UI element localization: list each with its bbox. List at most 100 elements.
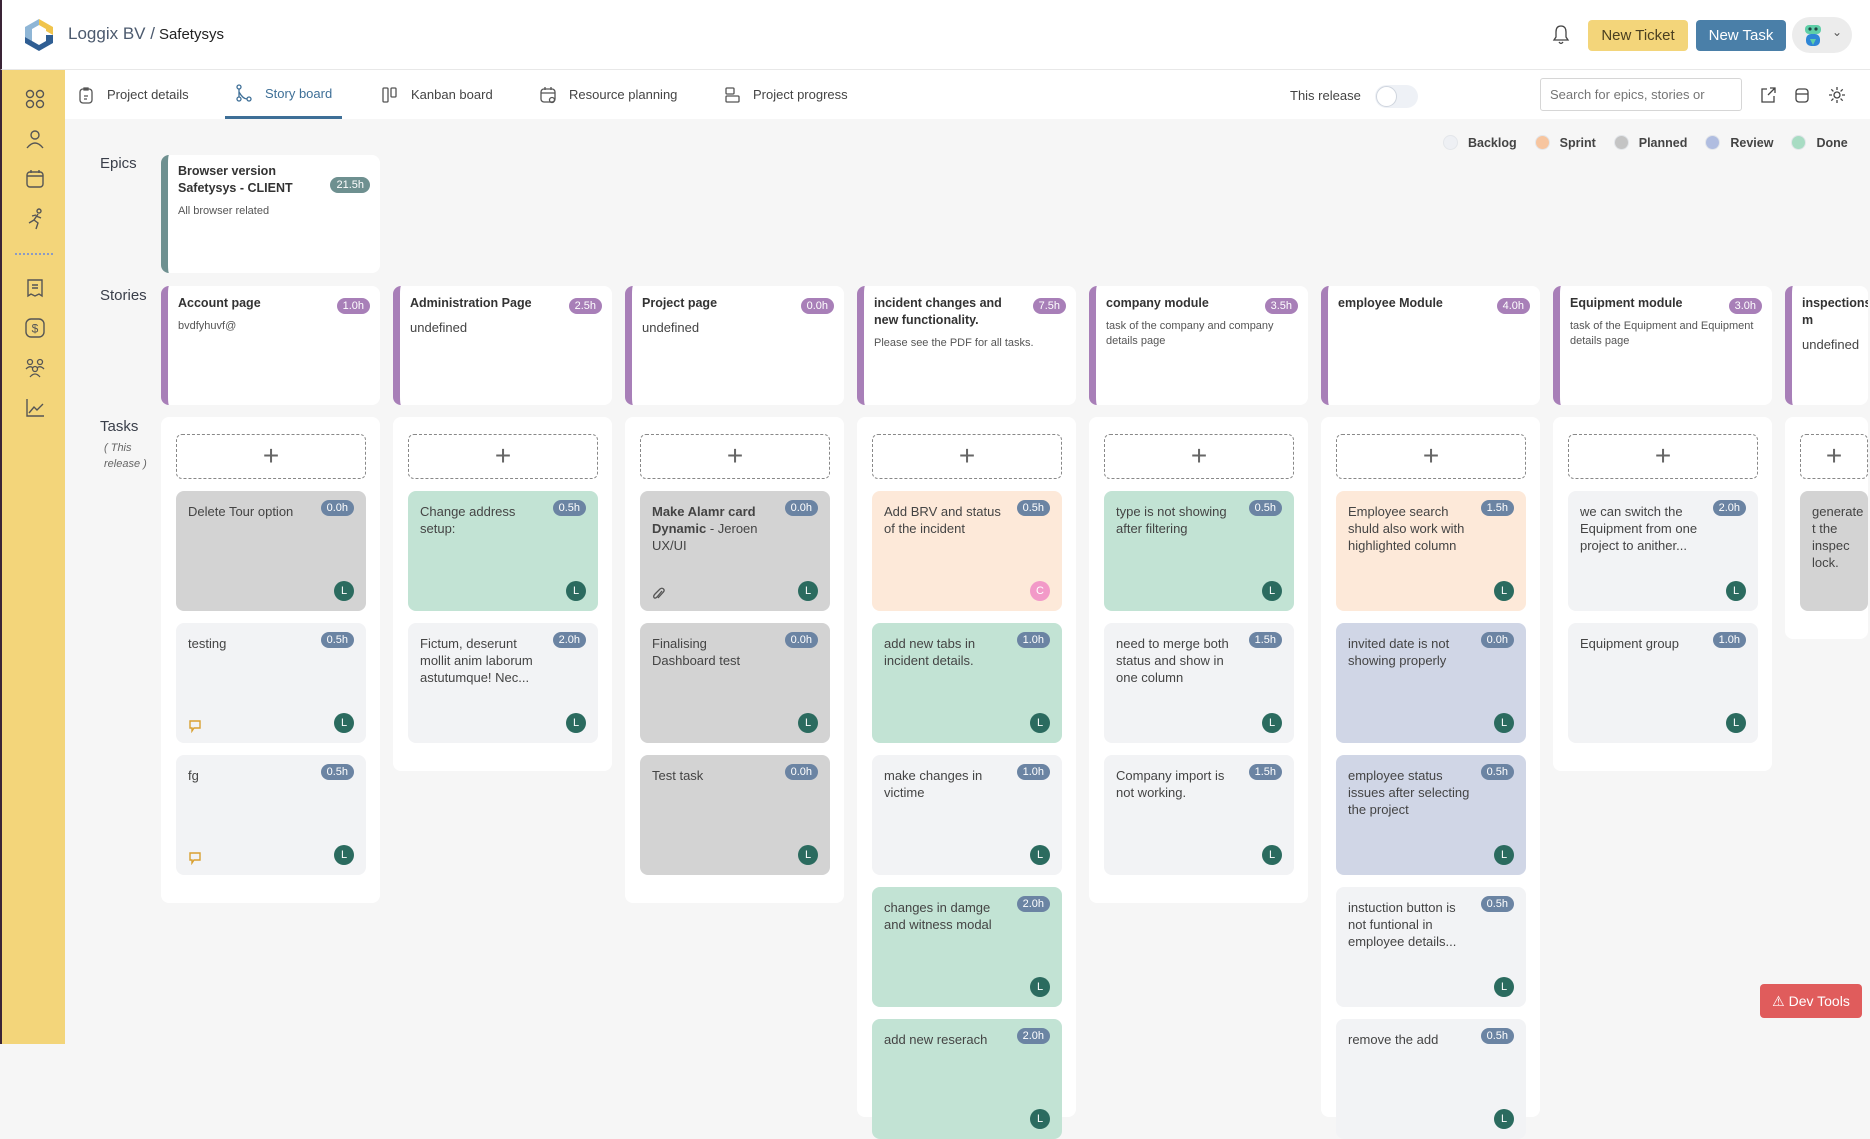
task-card[interactable]: Add BRV and status of the incident 0.5h C bbox=[872, 491, 1062, 611]
assignee-avatar[interactable]: L bbox=[1262, 845, 1282, 865]
story-description: bvdfyhuvf@ bbox=[178, 320, 237, 332]
story-card[interactable]: employee Module 4.0h bbox=[1321, 286, 1540, 405]
calendar-icon[interactable] bbox=[24, 168, 46, 190]
task-card[interactable]: Equipment group 1.0h L bbox=[1568, 623, 1758, 743]
tab-story-board[interactable]: Story board bbox=[225, 70, 343, 119]
assignee-avatar[interactable]: L bbox=[1494, 845, 1514, 865]
task-card[interactable]: Test task 0.0h L bbox=[640, 755, 830, 875]
assignee-avatar[interactable]: C bbox=[1030, 581, 1050, 601]
task-card[interactable]: fg 0.5h L bbox=[176, 755, 366, 875]
story-card[interactable]: Project page undefined 0.0h bbox=[625, 286, 844, 405]
task-card[interactable]: Employee search shuld also work with hig… bbox=[1336, 491, 1526, 611]
add-task-button[interactable]: + bbox=[872, 434, 1062, 479]
add-task-button[interactable]: + bbox=[408, 434, 598, 479]
assignee-avatar[interactable]: L bbox=[1030, 713, 1050, 733]
team-icon[interactable] bbox=[24, 357, 46, 379]
story-card[interactable]: Account page bvdfyhuvf@ 1.0h bbox=[161, 286, 380, 405]
user-menu[interactable]: ⌄ bbox=[1792, 17, 1852, 53]
story-title: inspections m bbox=[1802, 296, 1868, 327]
story-title: Administration Page bbox=[410, 296, 532, 310]
task-card[interactable]: add new tabs in incident details. 1.0h L bbox=[872, 623, 1062, 743]
task-column: + Add BRV and status of the incident 0.5h C… bbox=[857, 417, 1076, 1139]
assignee-avatar[interactable]: L bbox=[1726, 713, 1746, 733]
add-task-button[interactable]: + bbox=[1104, 434, 1294, 479]
task-card[interactable]: add new reserach 2.0h L bbox=[872, 1019, 1062, 1139]
story-card[interactable]: inspections m undefined bbox=[1785, 286, 1868, 405]
assignee-avatar[interactable]: L bbox=[1262, 581, 1282, 601]
assignee-avatar[interactable]: L bbox=[1262, 713, 1282, 733]
comment-icon[interactable] bbox=[188, 851, 202, 865]
tab-project-progress[interactable]: Project progress bbox=[723, 70, 848, 119]
dev-tools-button[interactable]: ⚠ Dev Tools bbox=[1760, 984, 1862, 1018]
add-task-button[interactable]: + bbox=[176, 434, 366, 479]
task-card[interactable]: we can switch the Equipment from one pro… bbox=[1568, 491, 1758, 611]
tab-label: Resource planning bbox=[569, 87, 678, 102]
assignee-avatar[interactable]: L bbox=[1494, 977, 1514, 997]
dashboard-icon[interactable] bbox=[24, 88, 46, 110]
assignee-avatar[interactable]: L bbox=[1494, 713, 1514, 733]
add-task-button[interactable]: + bbox=[1568, 434, 1758, 479]
task-card[interactable]: Change address setup: 0.5h L bbox=[408, 491, 598, 611]
task-card[interactable]: need to merge both status and show in on… bbox=[1104, 623, 1294, 743]
story-card[interactable]: company module task of the company and co… bbox=[1089, 286, 1308, 405]
task-card[interactable]: employee status issues after selecting t… bbox=[1336, 755, 1526, 875]
chart-icon[interactable] bbox=[24, 397, 46, 419]
add-task-button[interactable]: + bbox=[640, 434, 830, 479]
epic-card[interactable]: Browser version Safetysys - CLIENT All b… bbox=[161, 155, 380, 273]
search-input[interactable] bbox=[1540, 78, 1742, 111]
task-card[interactable]: instuction button is not funtional in em… bbox=[1336, 887, 1526, 1007]
add-task-button[interactable]: + bbox=[1800, 434, 1868, 479]
assignee-avatar[interactable]: L bbox=[1030, 845, 1050, 865]
assignee-avatar[interactable]: L bbox=[1030, 977, 1050, 997]
tab-resource-planning[interactable]: Resource planning bbox=[539, 70, 677, 119]
user-icon[interactable] bbox=[24, 128, 46, 150]
task-card[interactable]: Company import is not working. 1.5h L bbox=[1104, 755, 1294, 875]
task-card[interactable]: testing 0.5h L bbox=[176, 623, 366, 743]
comment-icon[interactable] bbox=[188, 719, 202, 733]
task-card[interactable]: generate t the inspec lock. bbox=[1800, 491, 1868, 611]
this-release-toggle[interactable] bbox=[1375, 85, 1418, 108]
dollar-icon[interactable]: $ bbox=[24, 317, 46, 339]
add-task-button[interactable]: + bbox=[1336, 434, 1526, 479]
task-title: instuction button is not funtional in em… bbox=[1348, 899, 1514, 950]
tab-kanban-board[interactable]: Kanban board bbox=[381, 70, 493, 119]
task-hours-badge: 2.0h bbox=[552, 632, 586, 648]
task-card[interactable]: invited date is not showing properly 0.0h… bbox=[1336, 623, 1526, 743]
assignee-avatar[interactable]: L bbox=[1726, 581, 1746, 601]
breadcrumb-org[interactable]: Loggix BV / bbox=[68, 24, 155, 43]
external-link-icon[interactable] bbox=[1759, 86, 1777, 104]
new-task-button[interactable]: New Task bbox=[1696, 20, 1786, 51]
task-card[interactable]: Delete Tour option 0.0h L bbox=[176, 491, 366, 611]
task-card[interactable]: Fictum, deserunt mollit anim laborum ast… bbox=[408, 623, 598, 743]
task-card[interactable]: Make Alamr card Dynamic - Jeroen UX/UI 0.… bbox=[640, 491, 830, 611]
tab-project-details[interactable]: Project details bbox=[77, 70, 189, 119]
assignee-avatar[interactable]: L bbox=[566, 581, 586, 601]
task-card[interactable]: make changes in victime 1.0h L bbox=[872, 755, 1062, 875]
story-card[interactable]: Equipment module task of the Equipment an… bbox=[1553, 286, 1772, 405]
bell-icon[interactable] bbox=[1551, 24, 1571, 46]
task-card[interactable]: Finalising Dashboard test 0.0h L bbox=[640, 623, 830, 743]
task-card[interactable]: remove the add 0.5h L bbox=[1336, 1019, 1526, 1139]
assignee-avatar[interactable]: L bbox=[1030, 1109, 1050, 1129]
calendar-icon[interactable] bbox=[1793, 86, 1811, 104]
running-icon[interactable] bbox=[24, 208, 46, 230]
assignee-avatar[interactable]: L bbox=[566, 713, 586, 733]
assignee-avatar[interactable]: L bbox=[798, 581, 818, 601]
story-card[interactable]: incident changes and new functionality. P… bbox=[857, 286, 1076, 405]
gear-icon[interactable] bbox=[1828, 86, 1846, 104]
receipt-icon[interactable] bbox=[24, 277, 46, 299]
legend-dot bbox=[1534, 135, 1550, 150]
assignee-avatar[interactable]: L bbox=[798, 845, 818, 865]
story-hours-badge: 0.0h bbox=[800, 298, 834, 314]
assignee-avatar[interactable]: L bbox=[1494, 581, 1514, 601]
assignee-avatar[interactable]: L bbox=[334, 713, 354, 733]
assignee-avatar[interactable]: L bbox=[334, 581, 354, 601]
assignee-avatar[interactable]: L bbox=[798, 713, 818, 733]
assignee-avatar[interactable]: L bbox=[334, 845, 354, 865]
assignee-avatar[interactable]: L bbox=[1494, 1109, 1514, 1129]
new-ticket-button[interactable]: New Ticket bbox=[1588, 20, 1688, 51]
task-card[interactable]: changes in damge and witness modal 2.0h L bbox=[872, 887, 1062, 1007]
task-card[interactable]: type is not showing after filtering 0.5h L bbox=[1104, 491, 1294, 611]
paperclip-icon[interactable] bbox=[652, 587, 666, 601]
story-card[interactable]: Administration Page undefined 2.5h bbox=[393, 286, 612, 405]
